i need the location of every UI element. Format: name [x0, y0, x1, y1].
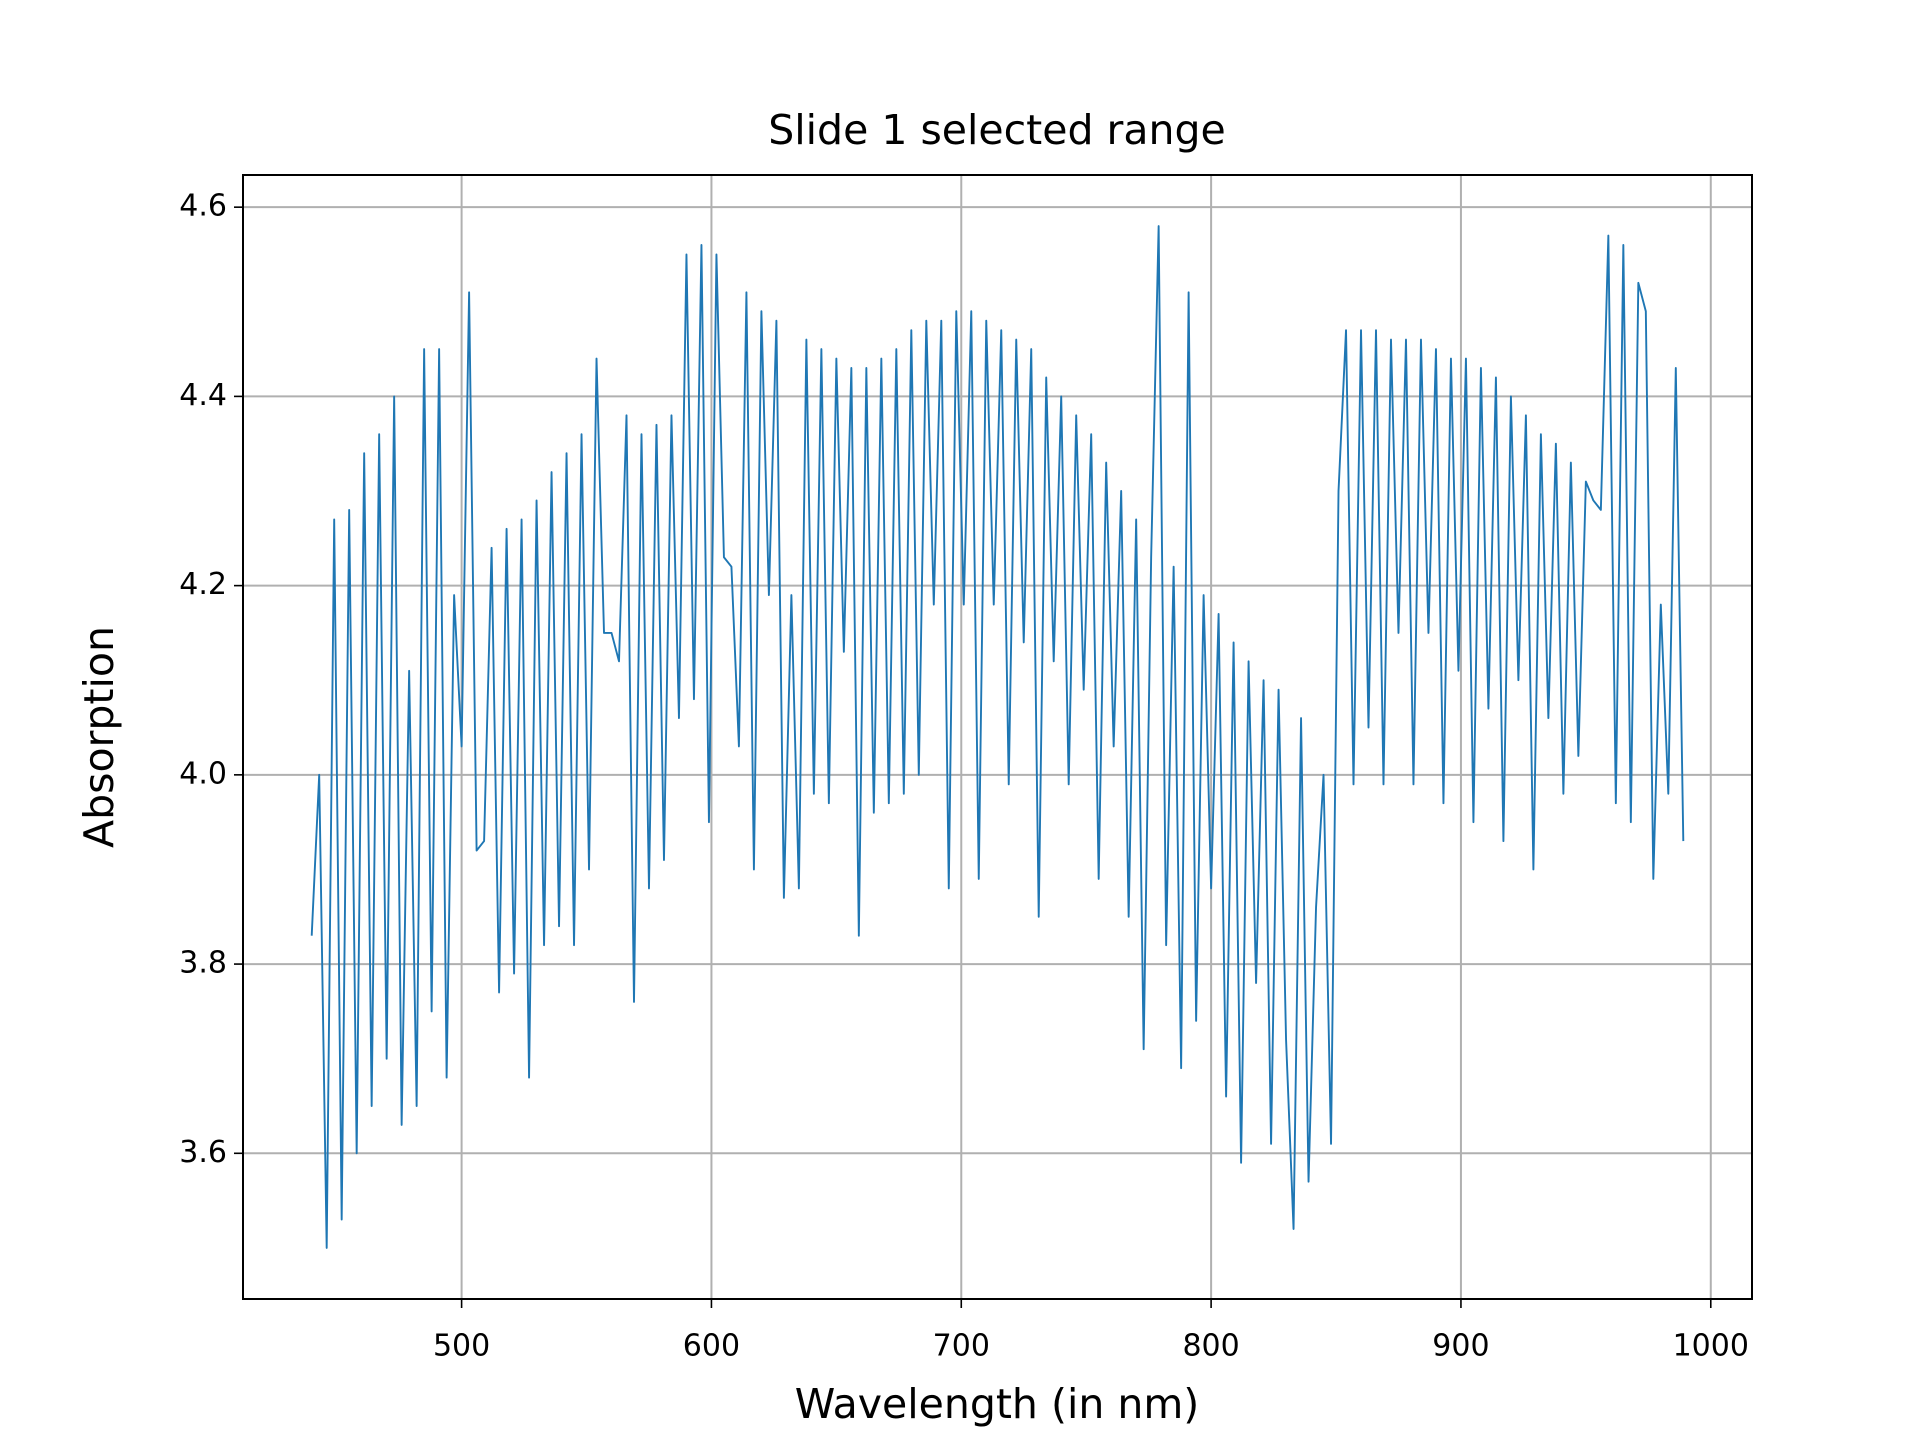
y-tick-label: 4.2: [179, 567, 227, 602]
x-tick-label: 900: [1432, 1329, 1489, 1364]
data-line: [310, 225, 1685, 1249]
x-axis-label: Wavelength (in nm): [795, 1380, 1200, 1428]
y-tick-label: 4.6: [179, 189, 227, 224]
x-tick-label: 600: [683, 1329, 740, 1364]
y-axis-label: Absorption: [75, 626, 123, 848]
y-tick-label: 3.8: [179, 946, 227, 981]
y-tick-label: 4.4: [179, 378, 227, 413]
y-tick-label: 4.0: [179, 756, 227, 791]
y-tick-label: 3.6: [179, 1135, 227, 1170]
chart-title: Slide 1 selected range: [768, 106, 1226, 154]
x-tick-label: 1000: [1673, 1329, 1749, 1364]
x-tick-label: 800: [1182, 1329, 1239, 1364]
x-tick-label: 500: [433, 1329, 490, 1364]
x-tick-label: 700: [933, 1329, 990, 1364]
axes-frame: [242, 174, 1753, 1300]
